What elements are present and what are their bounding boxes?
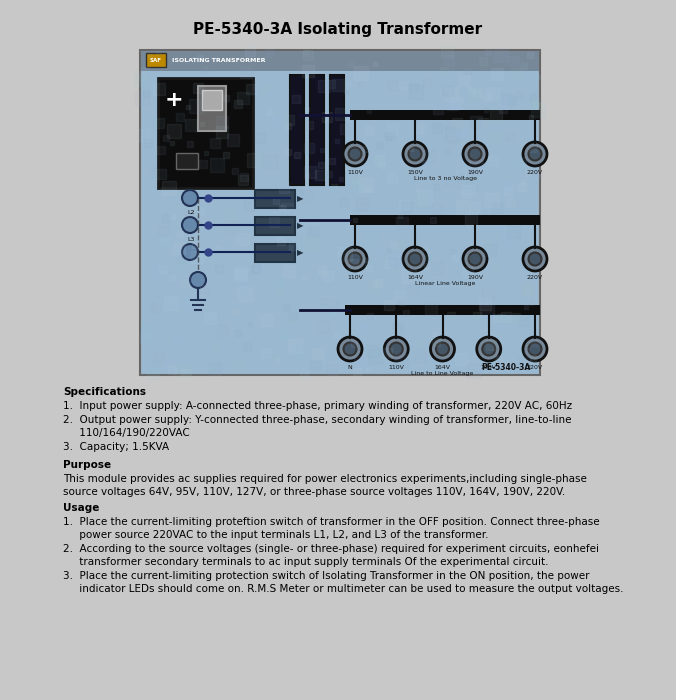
Text: SAF: SAF	[150, 57, 162, 62]
Circle shape	[523, 247, 547, 271]
Text: Purpose: Purpose	[63, 460, 111, 470]
Circle shape	[182, 217, 198, 233]
FancyBboxPatch shape	[198, 86, 226, 131]
Circle shape	[463, 142, 487, 166]
Circle shape	[182, 190, 198, 206]
Circle shape	[408, 148, 422, 160]
Circle shape	[343, 342, 356, 356]
Circle shape	[182, 244, 198, 260]
Text: 164V: 164V	[407, 275, 423, 280]
Circle shape	[343, 142, 367, 166]
Circle shape	[477, 337, 501, 361]
Text: 220V: 220V	[527, 170, 543, 175]
Text: ▶: ▶	[297, 221, 304, 230]
FancyBboxPatch shape	[255, 217, 295, 235]
Text: 2.  According to the source voltages (single- or three-phase) required for exper: 2. According to the source voltages (sin…	[63, 544, 599, 554]
Circle shape	[523, 142, 547, 166]
FancyBboxPatch shape	[255, 190, 295, 208]
Circle shape	[349, 148, 362, 160]
Text: Usage: Usage	[63, 503, 99, 513]
Text: indicator LEDs should come on. R.M.S Meter or multimeter can be used to measure : indicator LEDs should come on. R.M.S Met…	[63, 584, 623, 594]
Text: ▶: ▶	[297, 195, 304, 204]
Circle shape	[343, 247, 367, 271]
FancyBboxPatch shape	[290, 75, 304, 185]
Circle shape	[431, 337, 454, 361]
Text: PE-5340-3A: PE-5340-3A	[481, 363, 530, 372]
Text: 190V: 190V	[467, 170, 483, 175]
Circle shape	[468, 148, 481, 160]
FancyBboxPatch shape	[176, 153, 198, 169]
Circle shape	[384, 337, 408, 361]
Text: 190V: 190V	[481, 365, 497, 370]
Circle shape	[403, 142, 427, 166]
Circle shape	[482, 342, 496, 356]
Text: PE-5340-3A Isolating Transformer: PE-5340-3A Isolating Transformer	[193, 22, 483, 37]
Circle shape	[338, 337, 362, 361]
Text: L2: L2	[187, 210, 195, 215]
Circle shape	[390, 342, 403, 356]
Text: Line to 3 no Voltage: Line to 3 no Voltage	[414, 176, 477, 181]
Text: 150V: 150V	[407, 170, 423, 175]
Text: power source 220VAC to the input terminals L1, L2, and L3 of the transformer.: power source 220VAC to the input termina…	[63, 530, 489, 540]
Text: 164V: 164V	[435, 365, 450, 370]
Circle shape	[436, 342, 449, 356]
Text: 110/164/190/220VAC: 110/164/190/220VAC	[63, 428, 190, 438]
Circle shape	[468, 253, 481, 265]
Circle shape	[529, 253, 541, 265]
FancyBboxPatch shape	[255, 244, 295, 262]
Circle shape	[463, 247, 487, 271]
Circle shape	[408, 253, 422, 265]
Text: transformer secondary terminals to ac input supply terminals Of the experimental: transformer secondary terminals to ac in…	[63, 557, 548, 567]
Circle shape	[349, 253, 362, 265]
Text: N: N	[347, 365, 352, 370]
Circle shape	[403, 247, 427, 271]
FancyBboxPatch shape	[141, 51, 539, 71]
Text: 220V: 220V	[527, 275, 543, 280]
FancyBboxPatch shape	[158, 78, 253, 188]
Text: ISOLATING TRANSFORMER: ISOLATING TRANSFORMER	[172, 59, 266, 64]
FancyBboxPatch shape	[202, 90, 222, 110]
FancyBboxPatch shape	[350, 215, 540, 225]
Text: source voltages 64V, 95V, 110V, 127V, or three-phase source voltages 110V, 164V,: source voltages 64V, 95V, 110V, 127V, or…	[63, 487, 565, 497]
FancyBboxPatch shape	[140, 50, 540, 375]
Text: 190V: 190V	[467, 275, 483, 280]
Circle shape	[529, 148, 541, 160]
Text: 220V: 220V	[527, 365, 543, 370]
Text: Line to Line Voltage: Line to Line Voltage	[412, 371, 474, 376]
Text: 110V: 110V	[388, 365, 404, 370]
Text: L1: L1	[187, 183, 195, 188]
Circle shape	[190, 272, 206, 288]
Circle shape	[529, 342, 541, 356]
Text: 1.  Place the current-limiting proteftion switch of transformer in the OFF posit: 1. Place the current-limiting proteftion…	[63, 517, 600, 527]
FancyBboxPatch shape	[350, 110, 540, 120]
Circle shape	[523, 337, 547, 361]
Text: 3.  Capacity; 1.5KVA: 3. Capacity; 1.5KVA	[63, 442, 169, 452]
FancyBboxPatch shape	[310, 75, 324, 185]
FancyBboxPatch shape	[330, 75, 344, 185]
Text: Linear Line Voltage: Linear Line Voltage	[415, 281, 475, 286]
Text: 3.  Place the current-limiting protection switch of Isolating Transformer in the: 3. Place the current-limiting protection…	[63, 571, 589, 581]
FancyBboxPatch shape	[345, 305, 540, 315]
Text: +: +	[165, 90, 183, 110]
Text: L3: L3	[187, 237, 195, 242]
Text: ▶: ▶	[297, 248, 304, 258]
FancyBboxPatch shape	[146, 53, 166, 67]
Text: 2.  Output power supply: Y-connected three-phase, secondary winding of transform: 2. Output power supply: Y-connected thre…	[63, 415, 571, 425]
Text: This module provides ac supplies required for power electronics experiments,incl: This module provides ac supplies require…	[63, 474, 587, 484]
Text: Specifications: Specifications	[63, 387, 146, 397]
Text: 1.  Input power supply: A-connected three-phase, primary winding of transformer,: 1. Input power supply: A-connected three…	[63, 401, 572, 411]
Text: 110V: 110V	[347, 275, 363, 280]
Text: 110V: 110V	[347, 170, 363, 175]
